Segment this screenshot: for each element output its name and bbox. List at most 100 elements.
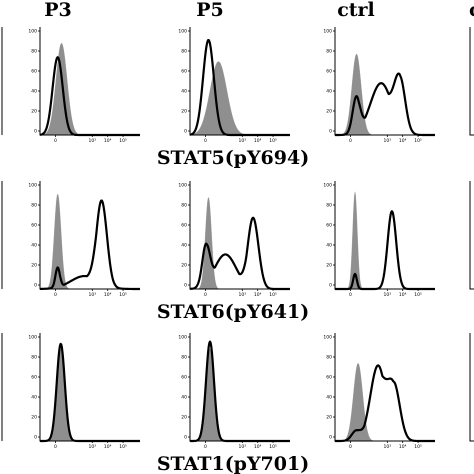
panel-axes xyxy=(189,27,290,136)
column-header-partial: c xyxy=(469,0,474,21)
row-label-stat6: STAT6(pY641) xyxy=(157,301,309,323)
x-tick-label: 10⁴ xyxy=(104,138,112,144)
y-tick-label: 0 xyxy=(184,129,187,135)
x-tick-label: 10⁵ xyxy=(414,292,422,298)
x-tick-label: 10⁴ xyxy=(399,138,407,144)
y-tick-label: 0 xyxy=(34,283,37,289)
control-histogram xyxy=(39,43,140,136)
row-label-stat5: STAT5(pY694) xyxy=(157,147,309,169)
panel-axes xyxy=(334,333,435,442)
panel-stat1-p5: 100 80 60 40 20 0 0 10³ 10⁴ 10⁵ xyxy=(178,333,291,450)
y-tick-label: 60 xyxy=(31,69,37,75)
x-tick-label: 10³ xyxy=(89,138,97,144)
panel-stat5-p5: 100 80 60 40 20 0 0 10³ 10⁴ 10⁵ xyxy=(178,27,291,144)
x-tick-label: 10⁴ xyxy=(399,292,407,298)
y-tick-label: 60 xyxy=(31,223,37,229)
panel-stat6-ctrl: 100 80 60 40 20 0 0 10³ 10⁴ 10⁵ xyxy=(323,181,436,298)
row-label-stat1: STAT1(pY701) xyxy=(157,453,309,474)
panel-axes xyxy=(189,333,290,442)
y-tick-label: 0 xyxy=(184,435,187,441)
x-tick-label: 0 xyxy=(349,138,352,144)
y-tick-label: 80 xyxy=(31,49,37,55)
x-tick-label: 10³ xyxy=(239,138,247,144)
y-tick-label: 100 xyxy=(178,335,187,341)
y-tick-label: 20 xyxy=(326,263,332,269)
y-tick-label: 80 xyxy=(31,355,37,361)
y-tick-label: 0 xyxy=(329,435,332,441)
x-tick-label: 10³ xyxy=(384,444,392,450)
column-header-p3: P3 xyxy=(44,0,72,21)
y-tick-label: 40 xyxy=(181,395,187,401)
y-tick-label: 80 xyxy=(181,355,187,361)
x-tick-label: 10⁴ xyxy=(254,444,262,450)
panel-stat5-p3: 100 80 60 40 20 0 0 10³ 10⁴ 10⁵ xyxy=(28,27,141,144)
panel-stat1-p3: 100 80 60 40 20 0 0 10³ 10⁴ 10⁵ xyxy=(28,333,141,450)
sample-histogram xyxy=(334,210,436,291)
y-tick-label: 40 xyxy=(326,89,332,95)
x-tick-label: 10⁴ xyxy=(104,444,112,450)
right-clipped-axis xyxy=(469,181,474,290)
y-tick-label: 100 xyxy=(178,29,187,35)
x-tick-label: 10³ xyxy=(384,138,392,144)
x-tick-label: 10³ xyxy=(239,444,247,450)
right-clipped-axis xyxy=(469,333,474,442)
y-tick-label: 20 xyxy=(31,109,37,115)
x-tick-label: 10⁵ xyxy=(269,444,277,450)
control-histogram xyxy=(189,61,290,136)
y-tick-label: 60 xyxy=(31,375,37,381)
x-tick-label: 10⁴ xyxy=(254,138,262,144)
x-tick-label: 0 xyxy=(54,444,57,450)
y-tick-label: 20 xyxy=(326,109,332,115)
y-tick-label: 40 xyxy=(31,243,37,249)
panel-axes xyxy=(189,181,290,290)
x-tick-label: 10³ xyxy=(89,292,97,298)
panel-stat5-ctrl: 100 80 60 40 20 0 0 10³ 10⁴ 10⁵ xyxy=(323,27,436,144)
y-tick-label: 100 xyxy=(323,183,332,189)
y-tick-label: 80 xyxy=(326,355,332,361)
y-tick-label: 100 xyxy=(323,335,332,341)
y-tick-label: 80 xyxy=(181,49,187,55)
panel-stat1-ctrl: 100 80 60 40 20 0 0 10³ 10⁴ 10⁵ xyxy=(323,333,436,450)
x-tick-label: 0 xyxy=(204,292,207,298)
x-tick-label: 10⁴ xyxy=(104,292,112,298)
y-tick-label: 40 xyxy=(31,89,37,95)
y-tick-label: 20 xyxy=(181,263,187,269)
y-tick-label: 0 xyxy=(34,129,37,135)
y-tick-label: 20 xyxy=(181,415,187,421)
x-tick-label: 0 xyxy=(349,292,352,298)
y-tick-label: 100 xyxy=(178,183,187,189)
y-tick-label: 40 xyxy=(326,395,332,401)
x-tick-label: 10⁵ xyxy=(414,138,422,144)
y-tick-label: 40 xyxy=(181,89,187,95)
x-tick-label: 10³ xyxy=(89,444,97,450)
y-tick-label: 80 xyxy=(326,49,332,55)
panel-axes xyxy=(39,181,140,290)
y-tick-label: 60 xyxy=(181,375,187,381)
panel-axes xyxy=(334,27,435,136)
clipped-neighbor-panels xyxy=(1,27,474,442)
x-tick-label: 10⁵ xyxy=(119,292,127,298)
y-tick-label: 60 xyxy=(326,223,332,229)
y-tick-label: 60 xyxy=(181,69,187,75)
y-tick-label: 0 xyxy=(184,283,187,289)
x-tick-label: 0 xyxy=(204,444,207,450)
y-tick-label: 80 xyxy=(326,203,332,209)
y-tick-label: 60 xyxy=(326,69,332,75)
y-tick-label: 20 xyxy=(31,263,37,269)
x-tick-label: 10⁵ xyxy=(414,444,422,450)
panel-stat6-p5: 100 80 60 40 20 0 0 10³ 10⁴ 10⁵ xyxy=(178,181,291,298)
y-tick-label: 60 xyxy=(181,223,187,229)
panel-stat6-p3: 100 80 60 40 20 0 0 10³ 10⁴ 10⁵ xyxy=(28,181,141,298)
x-tick-label: 10⁵ xyxy=(269,292,277,298)
y-tick-label: 60 xyxy=(326,375,332,381)
x-tick-label: 10⁴ xyxy=(254,292,262,298)
panel-axes xyxy=(334,181,435,290)
y-tick-label: 100 xyxy=(28,335,37,341)
x-tick-label: 10³ xyxy=(239,292,247,298)
x-tick-label: 10⁵ xyxy=(119,138,127,144)
y-tick-label: 100 xyxy=(323,29,332,35)
y-tick-label: 40 xyxy=(181,243,187,249)
right-clipped-axis xyxy=(469,27,474,136)
